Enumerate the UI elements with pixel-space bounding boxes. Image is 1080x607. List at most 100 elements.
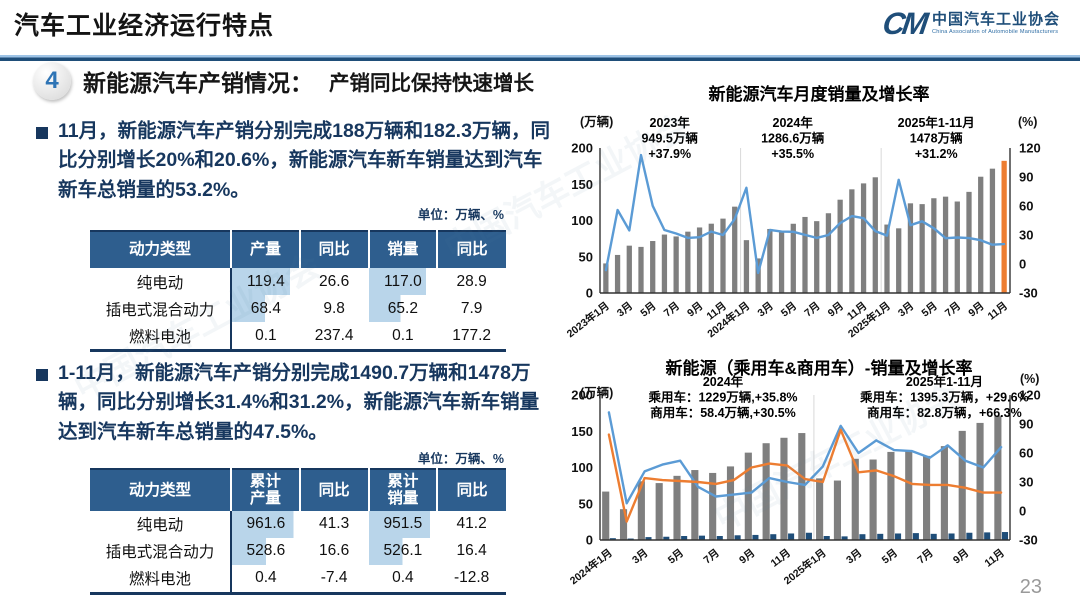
svg-text:3月: 3月 [896,300,916,320]
unit-note-monthly: 单位：万辆、% [417,208,504,222]
svg-text:7月: 7月 [662,300,682,320]
value-cell: 0.4 [231,564,300,595]
svg-text:1286.6万辆: 1286.6万辆 [761,131,825,146]
value-cell: 526.1 [368,537,438,565]
bullet-november-text: 11月，新能源汽车产销分别完成188万辆和182.3万辆，同比分别增长20%和2… [58,120,550,201]
svg-text:30: 30 [1019,228,1033,243]
svg-text:5月: 5月 [779,300,799,320]
svg-text:50: 50 [579,249,593,264]
svg-text:9月: 9月 [737,547,757,567]
table-row: 燃料电池 0.1 237.4 0.1 177.2 [90,322,506,352]
pv-cv-chart-title: 新能源（乘用车&商用车）-销量及增长率 [665,359,973,378]
row-label: 插电式混合动力 [90,537,232,565]
svg-text:0: 0 [1019,504,1026,519]
caam-logo: CM 中国汽车工业协会 China Association of Automob… [880,6,1060,41]
value-cell: 16.6 [319,542,350,560]
svg-text:60: 60 [1019,199,1033,214]
row-label: 纯电动 [90,510,232,538]
pv-cv-sales-chart: 新能源（乘用车&商用车）-销量及增长率 (万辆) (%) 0 50 100 150 20… [558,348,1080,607]
svg-text:60: 60 [1019,446,1033,461]
svg-text:9月: 9月 [966,300,986,320]
svg-text:+37.9%: +37.9% [648,147,691,161]
svg-text:200: 200 [571,388,593,403]
column-header: 销量 [368,230,439,268]
svg-text:2025年1-11月: 2025年1-11月 [898,115,975,130]
value-cell: 68.4 [231,295,300,322]
value-cell: 177.2 [437,322,506,352]
svg-text:7月: 7月 [701,547,721,567]
svg-text:5月: 5月 [666,547,686,567]
section-subtitle: 产销同比保持快速增长 [329,72,534,95]
value-cell: 9.8 [323,299,345,317]
table-row: 纯电动 961.6 41.3 951.5 41.2 [90,510,506,538]
svg-text:5月: 5月 [880,547,900,567]
row-label: 纯电动 [90,268,232,295]
right-axis-unit: (%) [1020,372,1040,386]
svg-text:9月: 9月 [685,300,705,320]
svg-text:120: 120 [1019,141,1041,156]
svg-text:11月: 11月 [983,547,1007,570]
section-number-badge: 4 [33,62,71,100]
left-axis-unit: (万辆) [580,115,614,129]
value-cell: 237.4 [299,322,369,352]
svg-text:30: 30 [1019,475,1033,490]
bullet-cumulative: 1-11月，新能源汽车产销分别完成1490.7万辆和1478万辆，同比分别增长3… [36,359,552,447]
column-header: 同比 [299,230,370,268]
svg-text:7月: 7月 [943,300,963,320]
column-header: 产量 [231,230,301,268]
left-axis-unit: (万辆) [580,386,614,400]
caam-logo-mark-icon: CM [880,6,928,41]
svg-text:2023年: 2023年 [650,115,691,130]
svg-text:150: 150 [571,177,593,192]
svg-text:3月: 3月 [844,547,864,567]
right-axis-unit: (%) [1018,115,1038,129]
bullet-square-icon [36,369,48,381]
svg-text:0: 0 [1019,257,1026,272]
svg-text:50: 50 [579,496,593,511]
value-cell: 28.9 [456,272,487,290]
value-cell: 0.1 [231,322,300,352]
svg-text:1478万辆: 1478万辆 [910,131,963,146]
value-cell: 7.9 [460,299,483,317]
monthly-table: 动力类型 产量 同比 销量 同比 纯电动 119.4 26.6 117.0 28.9 插电式混合动力… [90,230,506,352]
svg-text:乘用车：1229万辆,+35.8%: 乘用车：1229万辆,+35.8% [647,390,797,405]
table-row: 插电式混合动力 68.4 9.8 65.2 7.9 [90,295,506,322]
page-number: 23 [1019,576,1042,598]
svg-text:90: 90 [1019,170,1033,185]
svg-text:2024年1月: 2024年1月 [567,546,615,587]
svg-text:200: 200 [571,141,593,156]
pv-cv-chart-canvas: 0 50 100 150 200 -30 0 30 60 90 120 2024年1月 3月 5月 7月 9月… [567,374,1041,587]
value-cell: 41.2 [456,515,487,533]
svg-text:2024年: 2024年 [773,115,814,130]
svg-text:3月: 3月 [630,547,650,567]
value-cell: 0.4 [368,564,438,595]
column-header: 动力类型 [90,230,232,268]
column-header: 同比 [437,230,506,268]
monthly-chart-title: 新能源汽车月度销量及增长率 [708,85,930,104]
value-cell: 528.6 [231,537,300,565]
svg-text:-30: -30 [1019,286,1038,301]
value-cell: 41.3 [319,515,350,533]
value-cell: 961.6 [231,510,300,538]
svg-text:0: 0 [586,286,593,301]
row-label: 燃料电池 [90,564,232,595]
svg-text:3月: 3月 [615,300,635,320]
svg-text:2025年1-11月: 2025年1-11月 [906,374,983,389]
value-cell: -12.8 [437,564,506,595]
value-cell: 117.0 [368,268,438,295]
svg-text:商用车：58.4万辆,+30.5%: 商用车：58.4万辆,+30.5% [650,405,796,420]
cumulative-table: 动力类型 累计 产量 同比 累计 销量 同比 纯电动 961.6 41.3 951.5 41.2 插… [90,468,506,595]
svg-text:100: 100 [571,213,593,228]
caam-logo-name-cn: 中国汽车工业协会 [931,11,1060,29]
svg-text:商用车：82.8万辆，+66.3%: 商用车：82.8万辆，+66.3% [867,405,1022,420]
value-cell: 951.5 [368,510,438,538]
row-label: 插电式混合动力 [90,295,232,322]
table-row: 燃料电池 0.4 -7.4 0.4 -12.8 [90,564,506,595]
table-row: 插电式混合动力 528.6 16.6 526.1 16.4 [90,537,506,565]
value-cell: 119.4 [231,268,300,295]
svg-text:150: 150 [571,424,593,439]
svg-text:90: 90 [1019,417,1033,432]
svg-text:11月: 11月 [986,300,1010,323]
svg-text:5月: 5月 [919,300,939,320]
